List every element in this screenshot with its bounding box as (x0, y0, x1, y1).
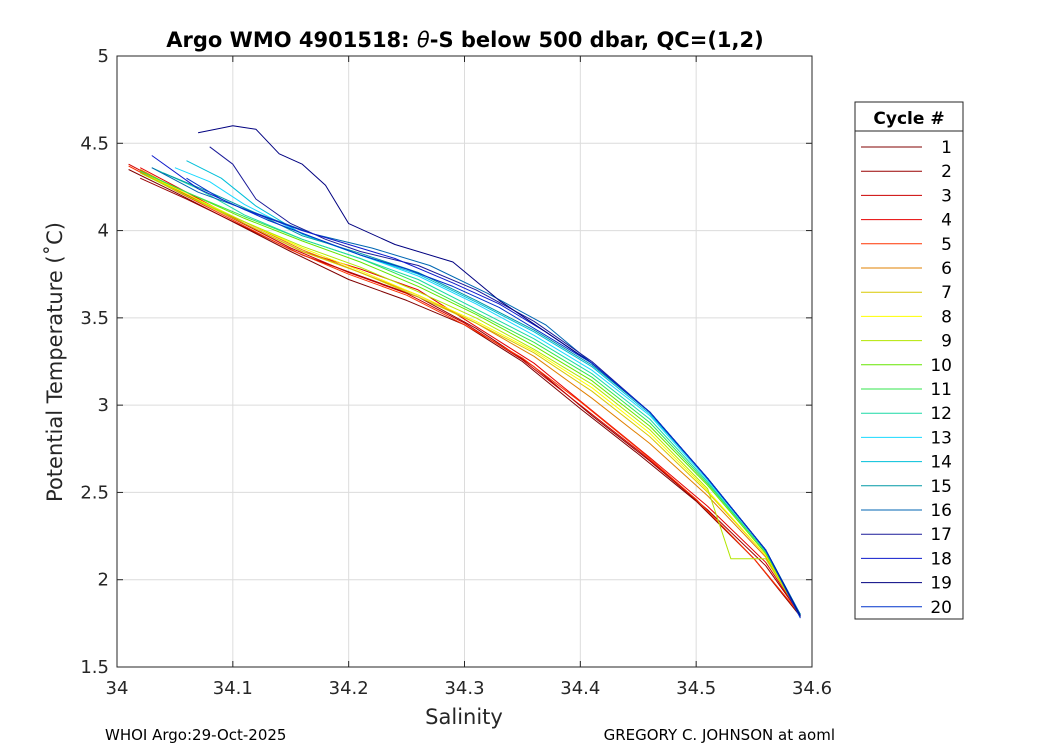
legend-label-cycle-20: 20 (930, 598, 952, 618)
series-lines (128, 125, 801, 619)
legend-label-cycle-9: 9 (941, 332, 952, 352)
chart-title: Argo WMO 4901518: θ-S below 500 dbar, QC… (166, 28, 763, 52)
x-axis-label: Salinity (425, 705, 503, 729)
legend-label-cycle-4: 4 (941, 211, 952, 231)
legend-title: Cycle # (873, 109, 944, 129)
legend-label-cycle-7: 7 (941, 283, 952, 303)
y-tick-label: 2 (98, 570, 109, 591)
title-theta: θ (417, 28, 430, 52)
legend-box (854, 101, 964, 620)
series-line-cycle-5 (128, 165, 801, 615)
x-tick-label: 34.4 (560, 678, 600, 699)
legend-label-cycle-3: 3 (941, 186, 952, 206)
legend-label-cycle-17: 17 (930, 525, 952, 545)
x-tick-label: 34 (106, 678, 129, 699)
legend-label-cycle-2: 2 (941, 162, 952, 182)
legend-label-cycle-11: 11 (930, 380, 952, 400)
legend-label-cycle-12: 12 (930, 404, 952, 424)
legend-label-cycle-6: 6 (941, 259, 952, 279)
series-line-cycle-11 (139, 170, 801, 615)
legend-label-cycle-10: 10 (930, 356, 952, 376)
y-tick-label: 1.5 (80, 657, 109, 678)
y-tick-label: 2.5 (80, 482, 109, 503)
legend-label-cycle-1: 1 (941, 138, 952, 158)
x-tick-label: 34.3 (444, 678, 484, 699)
footer-right: GREGORY C. JOHNSON at aoml (604, 726, 835, 744)
series-line-cycle-20 (186, 177, 801, 619)
series-line-cycle-12 (151, 167, 801, 615)
x-tick-label: 34.5 (676, 678, 716, 699)
legend-label-cycle-13: 13 (930, 428, 952, 448)
y-tick-label: 4.5 (80, 133, 109, 154)
grid-lines (117, 56, 812, 667)
x-tick-label: 34.6 (792, 678, 832, 699)
footer-left: WHOI Argo:29-Oct-2025 (105, 726, 286, 744)
x-axis-ticks: 34 34.1 34.2 34.3 34.4 34.5 34.6 (106, 56, 832, 699)
legend-label-cycle-15: 15 (930, 477, 952, 497)
legend-label-cycle-5: 5 (941, 235, 952, 255)
series-line-cycle-2 (139, 177, 801, 615)
legend-label-cycle-8: 8 (941, 307, 952, 327)
y-tick-label: 3 (98, 395, 109, 416)
legend-label-cycle-18: 18 (930, 549, 952, 569)
series-line-cycle-10 (139, 170, 801, 615)
y-tick-label: 4 (98, 221, 109, 242)
x-tick-label: 34.2 (329, 678, 369, 699)
title-suffix: -S below 500 dbar, QC=(1,2) (430, 28, 764, 52)
y-axis-ticks: 1.5 2 2.5 3 3.5 4 4.5 5 (80, 46, 812, 678)
y-tick-label: 3.5 (80, 308, 109, 329)
x-tick-label: 34.1 (213, 678, 253, 699)
series-line-cycle-9 (139, 172, 801, 615)
y-axis-label: Potential Temperature (˚C) (43, 222, 67, 502)
legend-label-cycle-19: 19 (930, 574, 952, 594)
y-tick-label: 5 (98, 46, 109, 67)
legend-label-cycle-14: 14 (930, 453, 952, 473)
series-line-cycle-13 (174, 167, 801, 615)
title-prefix: Argo WMO 4901518: (166, 28, 417, 52)
legend-label-cycle-16: 16 (930, 501, 952, 521)
series-line-cycle-7 (139, 170, 801, 615)
